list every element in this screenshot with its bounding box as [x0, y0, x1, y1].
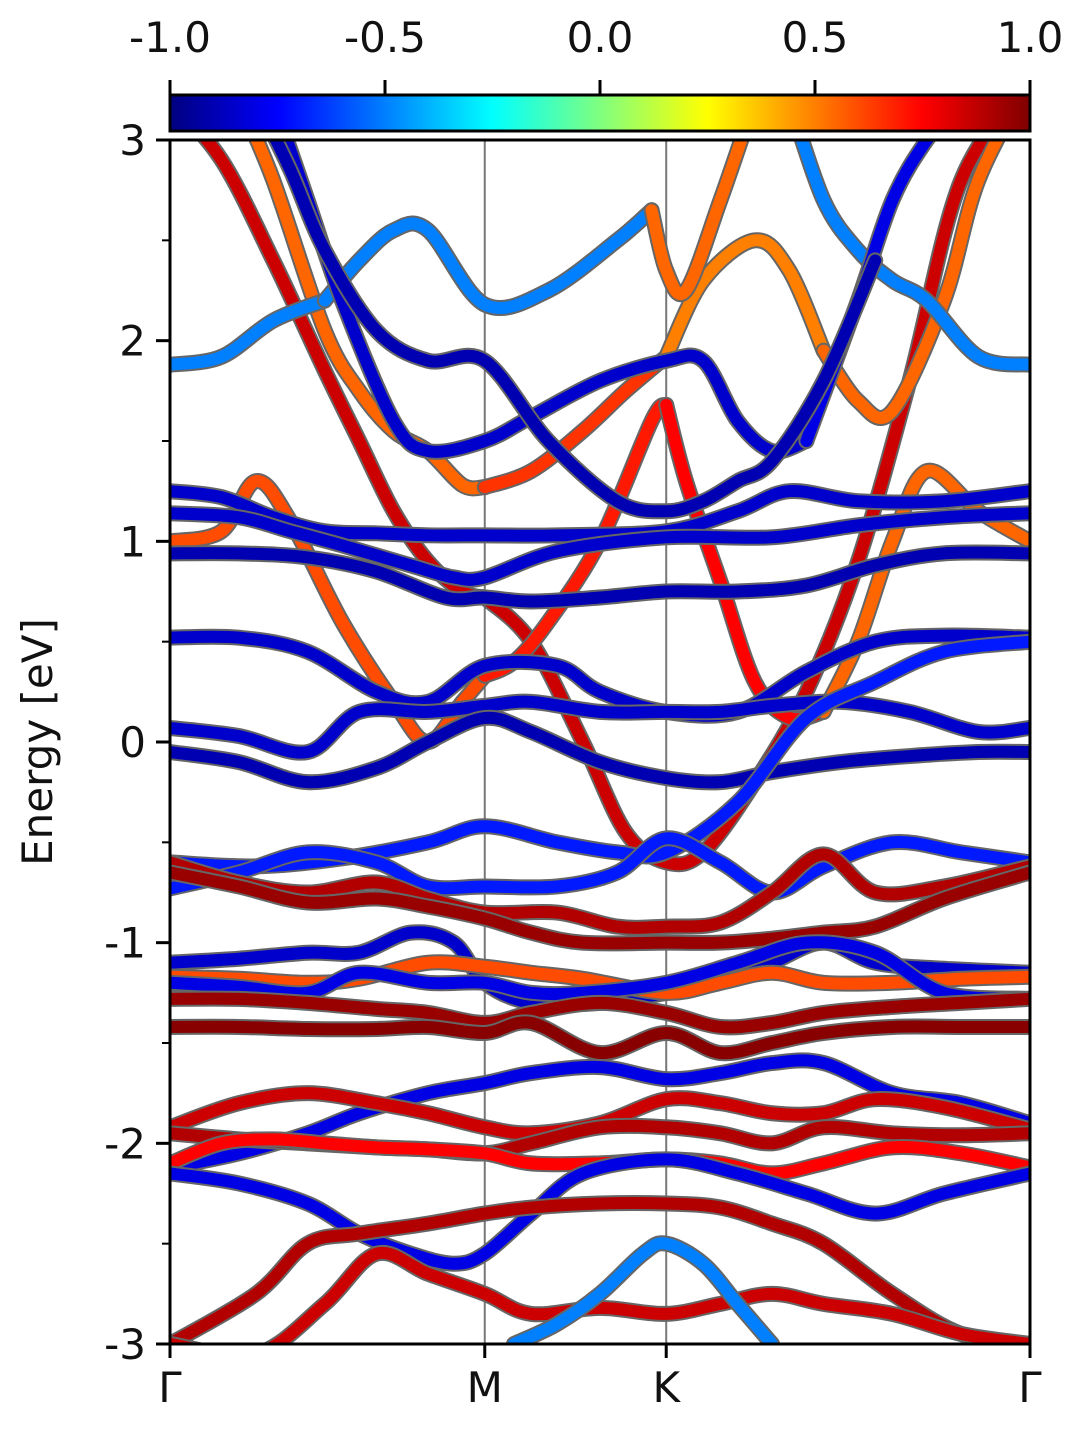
band-line [170, 1016, 1030, 1060]
x-tick-label: K [652, 1363, 681, 1412]
band-line [318, 204, 658, 315]
colorbar: -1.0 -0.5 0.0 0.5 1.0 [129, 13, 1063, 133]
band-line [170, 629, 1030, 722]
band-line [269, 140, 882, 518]
y-tick-label: -3 [104, 1320, 146, 1369]
band-line [170, 866, 1030, 950]
y-tick-label: 0 [119, 718, 146, 767]
band-line [170, 1246, 1030, 1344]
x-tick-label: Γ [1018, 1363, 1042, 1412]
colorbar-ticks: -1.0 -0.5 0.0 0.5 1.0 [129, 13, 1063, 95]
band-line [170, 546, 1030, 608]
colorbar-tick-label: 0.0 [567, 13, 634, 62]
band-line [170, 1197, 1030, 1344]
plot-area: 3 2 1 0 -1 -2 -3 Γ M K Γ Energy [eV] [13, 116, 1042, 1412]
x-tick-label: M [467, 1363, 503, 1412]
y-axis-label: Energy [eV] [13, 618, 62, 866]
colorbar-tick-label: 1.0 [997, 13, 1064, 62]
y-tick-label: 3 [119, 116, 146, 165]
band-line [660, 234, 830, 363]
band-line [170, 711, 1030, 789]
band-line [817, 140, 1004, 424]
band-line [170, 294, 331, 371]
band-line [170, 1133, 1030, 1180]
colorbar-tick-label: -0.5 [344, 13, 426, 62]
y-tick-label: 1 [119, 517, 146, 566]
band-line [170, 485, 1030, 542]
y-tick-label: -1 [104, 919, 146, 968]
band-line [795, 140, 1030, 371]
band-line [170, 507, 1030, 586]
band-line [170, 1054, 1030, 1174]
band-line [170, 695, 1030, 759]
band-line [170, 832, 1030, 899]
band-line [478, 350, 673, 494]
band-line [170, 992, 1030, 1034]
band-line [508, 1237, 778, 1344]
colorbar-gradient [168, 93, 1032, 133]
band-line [250, 140, 491, 495]
x-tick-label: Γ [158, 1363, 182, 1412]
colorbar-tick-label: -1.0 [129, 13, 211, 62]
band-line [660, 398, 830, 726]
colorbar-tick-label: 0.5 [782, 13, 849, 62]
y-axis: 3 2 1 0 -1 -2 -3 [104, 116, 170, 1369]
band-line [645, 140, 748, 301]
band-line [170, 848, 1030, 934]
y-tick-label: -2 [104, 1119, 146, 1168]
bands [170, 140, 1030, 1344]
y-tick-label: 2 [119, 317, 146, 366]
band-line [170, 936, 1030, 1005]
